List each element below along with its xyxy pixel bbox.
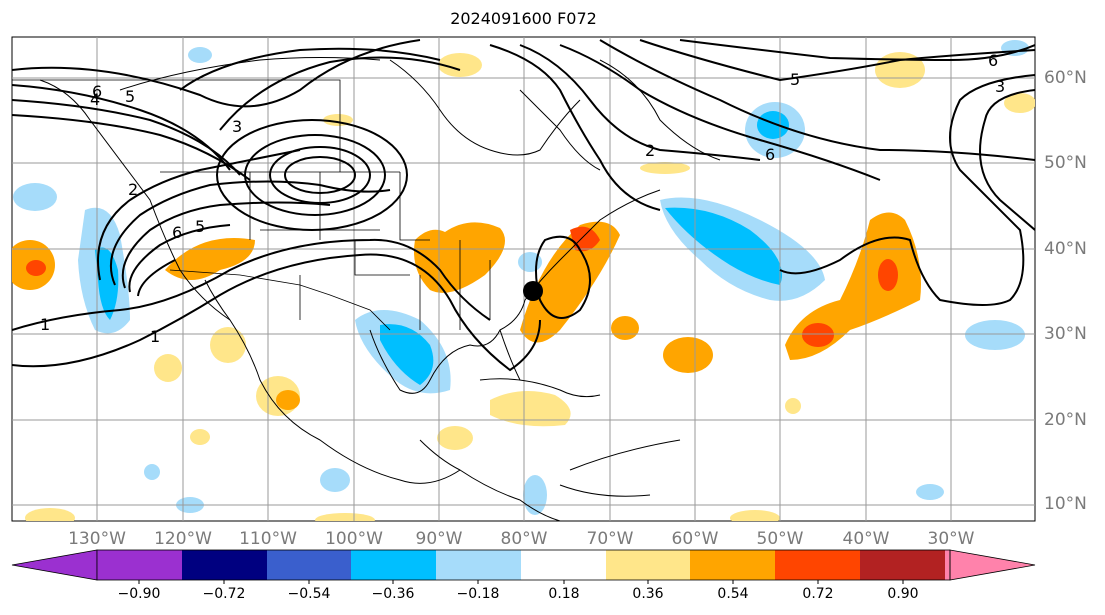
colorbar-tick-label: −0.54 (287, 586, 331, 602)
colorbar-bin (521, 550, 606, 580)
colorbar-bin (775, 550, 860, 580)
colorbar-tick-label: 0.72 (802, 586, 834, 602)
contour-lines (12, 39, 1035, 372)
contour-label: 1 (40, 315, 50, 334)
contour-label: 5 (790, 70, 800, 89)
colorbar-tick-label: −0.72 (202, 586, 246, 602)
colorbar-bin (351, 550, 436, 580)
lon-label: 50°W (756, 529, 804, 549)
colorbar-bin (97, 550, 182, 580)
colorbar-tick-label: 0.18 (548, 586, 580, 602)
contour-label: 1 (150, 327, 160, 346)
colorbar-upper-extension (949, 549, 1036, 581)
lon-label: 110°W (239, 529, 297, 549)
lon-label: 30°W (927, 529, 975, 549)
lat-label: 50°N (1044, 153, 1087, 173)
lon-label: 70°W (586, 529, 634, 549)
colorbar-bin (860, 550, 945, 580)
contour-label: 3 (995, 77, 1005, 96)
contour-label: 3 (232, 117, 242, 136)
colorbar-tick-label: 0.36 (632, 586, 664, 602)
contour-label: 5 (125, 87, 135, 106)
lat-label: 20°N (1044, 410, 1087, 430)
contour-label: 6 (172, 223, 182, 242)
lon-label: 130°W (68, 529, 126, 549)
contour-label: 6 (988, 51, 998, 70)
colorbar-bin (436, 550, 521, 580)
lon-label: 100°W (325, 529, 383, 549)
colorbar-bin (267, 550, 351, 580)
contour-label: 5 (195, 217, 205, 236)
lon-label: 40°W (842, 529, 890, 549)
contour-label-group: 1 1 2 3 3 4 5 5 5 6 6 6 6 2 (40, 51, 1005, 346)
storm-center-dot (523, 281, 543, 301)
contour-label: 2 (645, 141, 655, 160)
colorbar-bin (606, 550, 690, 580)
lon-label: 60°W (671, 529, 719, 549)
colorbar-bin (182, 550, 267, 580)
lon-label: 90°W (415, 529, 463, 549)
colorbar-tick-label: −0.18 (456, 586, 500, 602)
colorbar-lower-extension (11, 549, 98, 581)
contour-label: 6 (765, 145, 775, 164)
lat-label: 30°N (1044, 324, 1087, 344)
contour-label: 6 (92, 82, 102, 101)
colorbar-bin (945, 550, 950, 580)
coastlines (39, 57, 721, 521)
colorbar-tick-label: −0.36 (371, 586, 415, 602)
lat-label: 10°N (1044, 494, 1087, 514)
colorbar-bin (690, 550, 775, 580)
contour-label: 2 (128, 180, 138, 199)
lon-label: 80°W (500, 529, 548, 549)
positive-anomaly-shading (12, 52, 1035, 521)
graticule (12, 37, 1035, 521)
colorbar-tick-label: 0.90 (887, 586, 919, 602)
lat-label: 60°N (1044, 68, 1087, 88)
lat-label: 40°N (1044, 239, 1087, 259)
colorbar-tick-label: 0.54 (717, 586, 749, 602)
map-title: 2024091600 F072 (450, 9, 597, 28)
colorbar-tick-label: −0.90 (117, 586, 161, 602)
colorbar (11, 549, 1036, 584)
contour-label: 4 (90, 90, 100, 109)
lon-label: 120°W (154, 529, 212, 549)
